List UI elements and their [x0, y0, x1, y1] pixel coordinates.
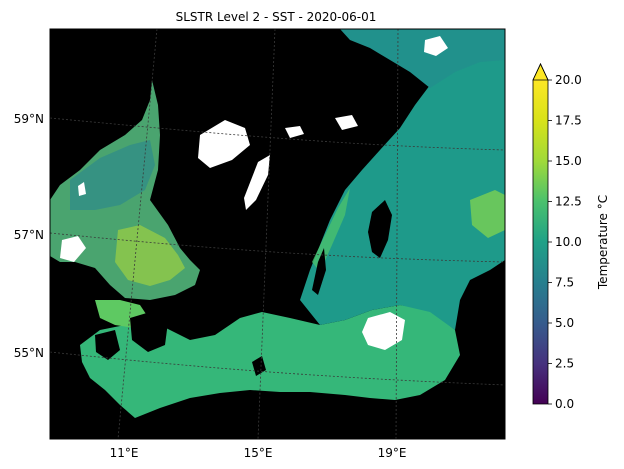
- colorbar-gradient: [533, 80, 548, 404]
- bornholm: [252, 356, 266, 376]
- danish-islands-2: [95, 330, 120, 360]
- colorbar-tick-label: 17.5: [555, 114, 582, 128]
- gotland: [368, 200, 392, 258]
- cloud-mask-vanern: [198, 120, 250, 168]
- map-frame: [49, 28, 506, 440]
- colorbar-tick-label: 12.5: [555, 195, 582, 209]
- gridline-lon-15: [257, 29, 276, 439]
- lon-label-15: 15°E: [244, 446, 273, 460]
- lat-label-55: 55°N: [14, 346, 44, 360]
- cloud-mask-baltic: [362, 312, 405, 350]
- lat-labels: 59°N 57°N 55°N: [14, 112, 44, 360]
- cloud-mask-vattern: [244, 155, 270, 210]
- colorbar: 0.0 2.5 5.0 7.5 10.0 12.5 15.0 17.5 20.0 Tempera…: [532, 63, 610, 411]
- sst-water-gulf-top: [340, 29, 505, 88]
- sst-water-east: [300, 55, 505, 330]
- colorbar-tick-label: 7.5: [555, 276, 574, 290]
- gridline-lat-57: [50, 232, 505, 263]
- cloud-mask-north: [424, 36, 448, 56]
- colorbar-label: Temperature °C: [596, 195, 610, 290]
- sst-water-coastal-warm: [312, 188, 350, 272]
- lat-label-57: 57°N: [14, 228, 44, 242]
- sst-water-skagerrak: [70, 140, 155, 210]
- sst-water-west-warm: [115, 225, 185, 286]
- oland: [312, 248, 326, 295]
- lat-label-59: 59°N: [14, 112, 44, 126]
- lon-label-11: 11°E: [110, 446, 139, 460]
- gridline-lon-11: [117, 29, 158, 439]
- cloud-mask-west: [78, 182, 86, 196]
- cloud-mask-lake-small-2: [335, 115, 358, 130]
- gridline-lat-59: [50, 117, 505, 151]
- lon-labels: 11°E 15°E 19°E: [110, 446, 407, 460]
- gridline-lat-55: [50, 351, 505, 386]
- gridline-lon-19: [395, 29, 399, 439]
- sst-water-east-coast-warm: [470, 190, 505, 238]
- colorbar-outline: [532, 63, 549, 405]
- colorbar-tick-label: 0.0: [555, 397, 574, 411]
- cloud-mask-skagerrak: [60, 236, 86, 262]
- graticule: [50, 29, 505, 439]
- colorbar-tick-label: 2.5: [555, 357, 574, 371]
- cloud-mask-lake-small: [285, 126, 304, 138]
- colorbar-extend-max: [532, 63, 549, 81]
- colorbar-tick-label: 20.0: [555, 73, 582, 87]
- colorbar-tick-label: 5.0: [555, 316, 574, 330]
- colorbar-tick-label: 10.0: [555, 235, 582, 249]
- colorbar-tick-label: 15.0: [555, 154, 582, 168]
- map-panel: [50, 29, 505, 439]
- colorbar-ticks: 0.0 2.5 5.0 7.5 10.0 12.5 15.0 17.5 20.0: [548, 73, 582, 411]
- danish-islands: [130, 312, 168, 352]
- map-title: SLSTR Level 2 - SST - 2020-06-01: [176, 10, 377, 24]
- lon-label-19: 19°E: [378, 446, 407, 460]
